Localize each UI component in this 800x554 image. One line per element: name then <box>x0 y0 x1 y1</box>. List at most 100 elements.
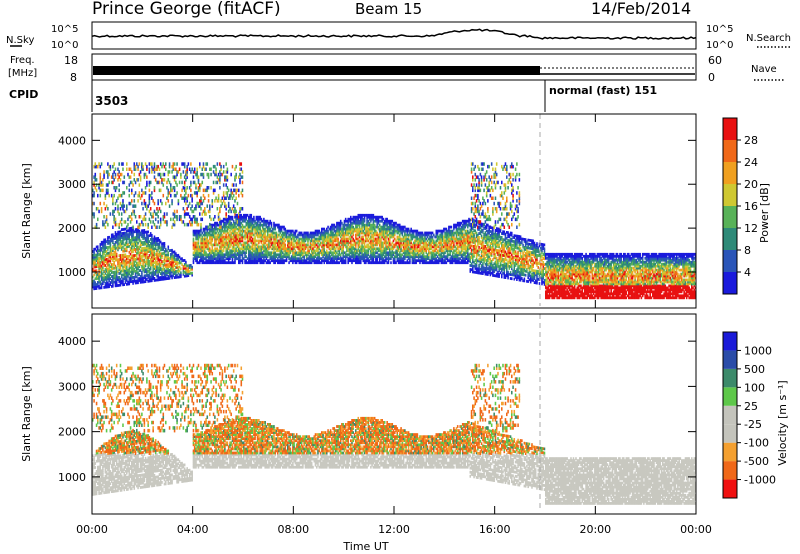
echo-cell <box>100 180 103 185</box>
echo-cell <box>163 267 166 271</box>
echo-cell <box>196 191 198 195</box>
echo-cell <box>343 243 346 247</box>
echo-cell <box>278 243 280 247</box>
echo-cell <box>401 227 404 231</box>
echo-cell <box>137 279 139 283</box>
echo-cell <box>371 227 373 231</box>
echo-cell <box>199 186 201 190</box>
echo-cell <box>196 237 198 241</box>
echo-cell <box>144 230 147 234</box>
echo-cell <box>154 278 157 282</box>
echo-cell <box>254 225 256 229</box>
echo-cell <box>157 199 159 203</box>
echo-cell <box>176 209 178 214</box>
echo-cell <box>295 245 298 249</box>
echo-cell <box>114 254 117 258</box>
echo-cell <box>193 180 196 185</box>
echo-cell <box>348 225 351 229</box>
echo-cell <box>385 245 387 249</box>
echo-cell <box>126 276 128 280</box>
echo-cell <box>273 257 275 261</box>
echo-cell <box>259 257 261 261</box>
echo-cell <box>161 201 163 206</box>
echo-cell <box>250 251 253 255</box>
echo-cell <box>373 231 376 235</box>
echo-cell <box>143 264 146 268</box>
echo-cell <box>143 274 146 278</box>
echo-cell <box>159 276 162 279</box>
echo-cell <box>214 235 216 239</box>
echo-cell <box>98 274 100 278</box>
echo-cell <box>258 233 260 237</box>
echo-cell <box>178 265 181 269</box>
echo-cell <box>201 167 204 171</box>
echo-cell <box>240 215 243 219</box>
echo-cell <box>192 229 195 233</box>
echo-cell <box>171 252 173 256</box>
echo-cell <box>167 245 170 249</box>
echo-cell <box>207 247 210 251</box>
echo-cell <box>206 255 209 259</box>
echo-cell <box>188 186 191 190</box>
echo-cell <box>367 249 370 253</box>
echo-cell <box>107 188 109 193</box>
echo-cell <box>119 172 122 177</box>
echo-cell <box>92 275 94 279</box>
echo-cell <box>117 264 119 268</box>
echo-cell <box>266 259 269 263</box>
echo-cell <box>176 260 178 263</box>
echo-cell <box>102 220 104 224</box>
echo-cell <box>201 172 204 177</box>
echo-cell <box>248 253 250 257</box>
echo-cell <box>230 191 232 195</box>
echo-cell <box>338 231 341 235</box>
echo-cell <box>239 180 241 185</box>
echo-cell <box>329 237 332 241</box>
echo-cell <box>171 248 173 252</box>
echo-cell <box>118 232 120 236</box>
echo-cell <box>152 259 154 263</box>
echo-cell <box>214 249 216 253</box>
echo-cell <box>102 254 104 258</box>
echo-cell <box>147 260 149 263</box>
echo-cell <box>132 264 134 267</box>
echo-cell <box>196 172 198 177</box>
echo-cell <box>192 180 195 185</box>
echo-cell <box>382 249 385 253</box>
echo-cell <box>219 249 221 253</box>
echo-cell <box>161 277 163 281</box>
echo-cell <box>321 249 323 253</box>
echo-cell <box>351 255 353 259</box>
echo-cell <box>350 221 352 225</box>
echo-cell <box>350 249 352 253</box>
echo-cell <box>400 259 402 263</box>
echo-cell <box>391 233 394 237</box>
echo-cell <box>227 243 230 247</box>
echo-cell <box>258 241 260 245</box>
echo-cell <box>192 209 195 214</box>
echo-cell <box>287 241 289 245</box>
echo-cell <box>127 172 129 177</box>
echo-cell <box>355 243 357 247</box>
echo-cell <box>245 227 248 231</box>
echo-cell <box>197 255 200 259</box>
echo-cell <box>154 257 157 260</box>
echo-cell <box>387 237 390 241</box>
echo-cell <box>375 239 377 243</box>
echo-cell <box>280 239 283 243</box>
echo-cell <box>314 249 317 253</box>
echo-cell <box>122 269 124 273</box>
echo-cell <box>122 228 124 231</box>
echo-cell <box>232 249 235 253</box>
echo-cell <box>406 227 409 231</box>
echo-cell <box>212 259 215 263</box>
echo-cell <box>314 239 317 243</box>
echo-cell <box>290 231 293 235</box>
echo-cell <box>389 231 391 235</box>
echo-cell <box>360 231 362 235</box>
echo-cell <box>322 235 324 239</box>
echo-cell <box>328 253 331 257</box>
echo-cell <box>136 241 138 245</box>
echo-cell <box>108 253 110 257</box>
echo-cell <box>377 217 380 221</box>
